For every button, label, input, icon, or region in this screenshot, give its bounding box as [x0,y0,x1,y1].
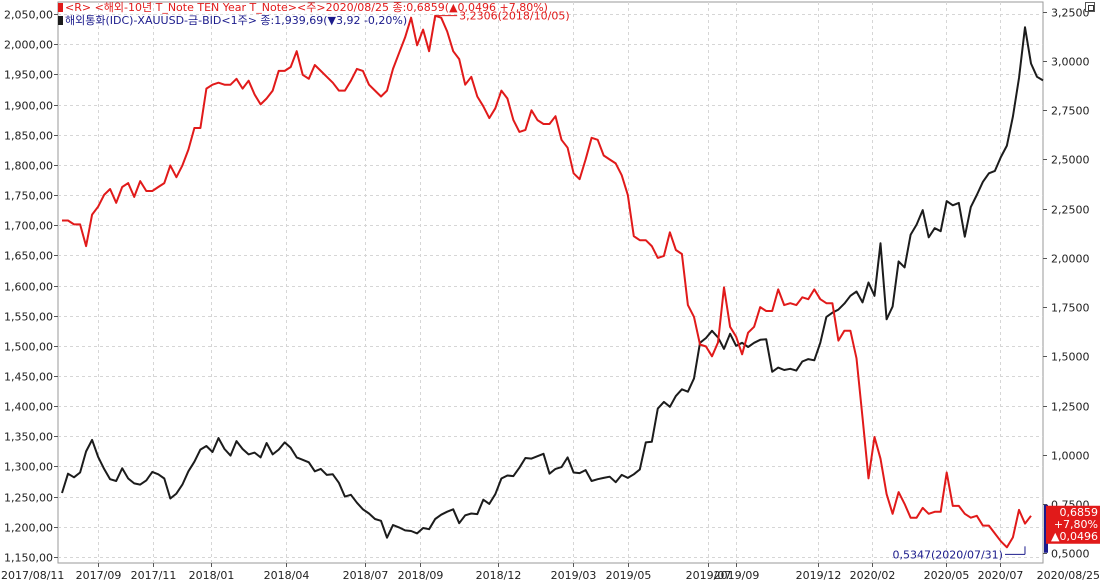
left-axis-tick-label: 1,450,00 [4,371,53,384]
left-axis-tick-label: 1,950,00 [4,69,53,82]
legend-gold-text: 해외통화(IDC)-XAUUSD-금-BID<1주> 종:1,939,69(▼3… [65,14,408,27]
x-axis-tick-label: 2017/08/11 [1,569,64,582]
x-axis-tick-label: 2018/07 [343,569,389,582]
left-axis-tick-label: 1,800,00 [4,160,53,173]
left-axis-tick-label: 2,050,00 [4,9,53,22]
left-axis-tick-label: 1,600,00 [4,281,53,294]
last-value-box [1046,505,1100,544]
left-axis-tick-label: 1,550,00 [4,311,53,324]
left-axis-tick-label: 1,150,00 [4,552,53,565]
x-axis-tick-label: 2019/07 [686,569,732,582]
left-axis-tick-label: 1,700,00 [4,220,53,233]
x-axis-tick-label: 2018/09 [398,569,444,582]
x-axis-tick-label: 2019/03 [551,569,597,582]
right-axis-tick-label: 3,2500 [1051,7,1090,20]
right-axis-tick-label: 3,0000 [1051,56,1090,69]
legend-us10y-text: <R> <해외-10년 T_Note TEN Year T_Note><주>20… [65,1,548,14]
x-axis-tick-label: 2018/12 [476,569,522,582]
left-axis-tick-label: 1,350,00 [4,431,53,444]
right-axis-tick-label: 1,0000 [1051,450,1090,463]
left-axis-tick-label: 1,850,00 [4,130,53,143]
plot-frame [57,1,1044,564]
right-axis-tick-label: 1,2500 [1051,401,1090,414]
right-axis-tick-label: 2,0000 [1051,253,1090,266]
x-axis-tick-label: 2019/12 [796,569,842,582]
us10y-yield-line [62,14,1032,549]
right-axis-tick-label: 2,7500 [1051,105,1090,118]
right-axis-tick-label: 0,5000 [1051,548,1090,561]
left-axis-tick-label: 1,750,00 [4,190,53,203]
x-axis-tick-label: 2020/02 [850,569,896,582]
x-axis-tick-label: 2017/11 [131,569,177,582]
maximize-icon[interactable] [1085,2,1095,12]
left-axis-tick-label: 1,300,00 [4,461,53,474]
legend-us10y[interactable]: <R> <해외-10년 T_Note TEN Year T_Note><주>20… [58,1,548,14]
last-value-text: 0,6859 [1060,506,1099,519]
x-axis-tick-label: 2018/04 [264,569,310,582]
right-axis-tick-label: 2,5000 [1051,154,1090,167]
x-axis-tick-label: 2017/09 [76,569,122,582]
left-axis-tick-label: 1,500,00 [4,341,53,354]
x-axis-tick-label: 2020/07 [978,569,1024,582]
left-axis-tick-label: 1,250,00 [4,492,53,505]
last-value-text: ▲0,0496 [1051,530,1098,543]
x-axis-tick-label: 2020/05 [924,569,970,582]
annotation-low-label: 0,5347(2020/07/31) [892,548,1002,561]
x-axis-tick-label: 2020/08/25 [1037,569,1100,582]
right-axis-tick-label: 1,7500 [1051,302,1090,315]
last-value-text: +7,80% [1054,518,1098,531]
right-axis-tick-label: 1,5000 [1051,351,1090,364]
right-axis-tick-label: 2,2500 [1051,204,1090,217]
left-axis-tick-label: 1,400,00 [4,401,53,414]
x-axis-tick-label: 2019/09 [714,569,760,582]
left-axis-tick-label: 1,200,00 [4,522,53,535]
x-axis-tick-label: 2019/05 [606,569,652,582]
left-axis-tick-label: 2,000,00 [4,39,53,52]
gold-price-line [61,26,1044,539]
x-axis-tick-label: 2018/01 [189,569,235,582]
left-axis-tick-label: 1,650,00 [4,250,53,263]
legend-marker-us10y [58,3,63,12]
legend-marker-gold [58,16,63,25]
legend-gold[interactable]: 해외통화(IDC)-XAUUSD-금-BID<1주> 종:1,939,69(▼3… [58,14,407,27]
annotation-high-label: 3,2306(2018/10/05) [459,10,569,23]
left-axis-tick-label: 1,900,00 [4,100,53,113]
